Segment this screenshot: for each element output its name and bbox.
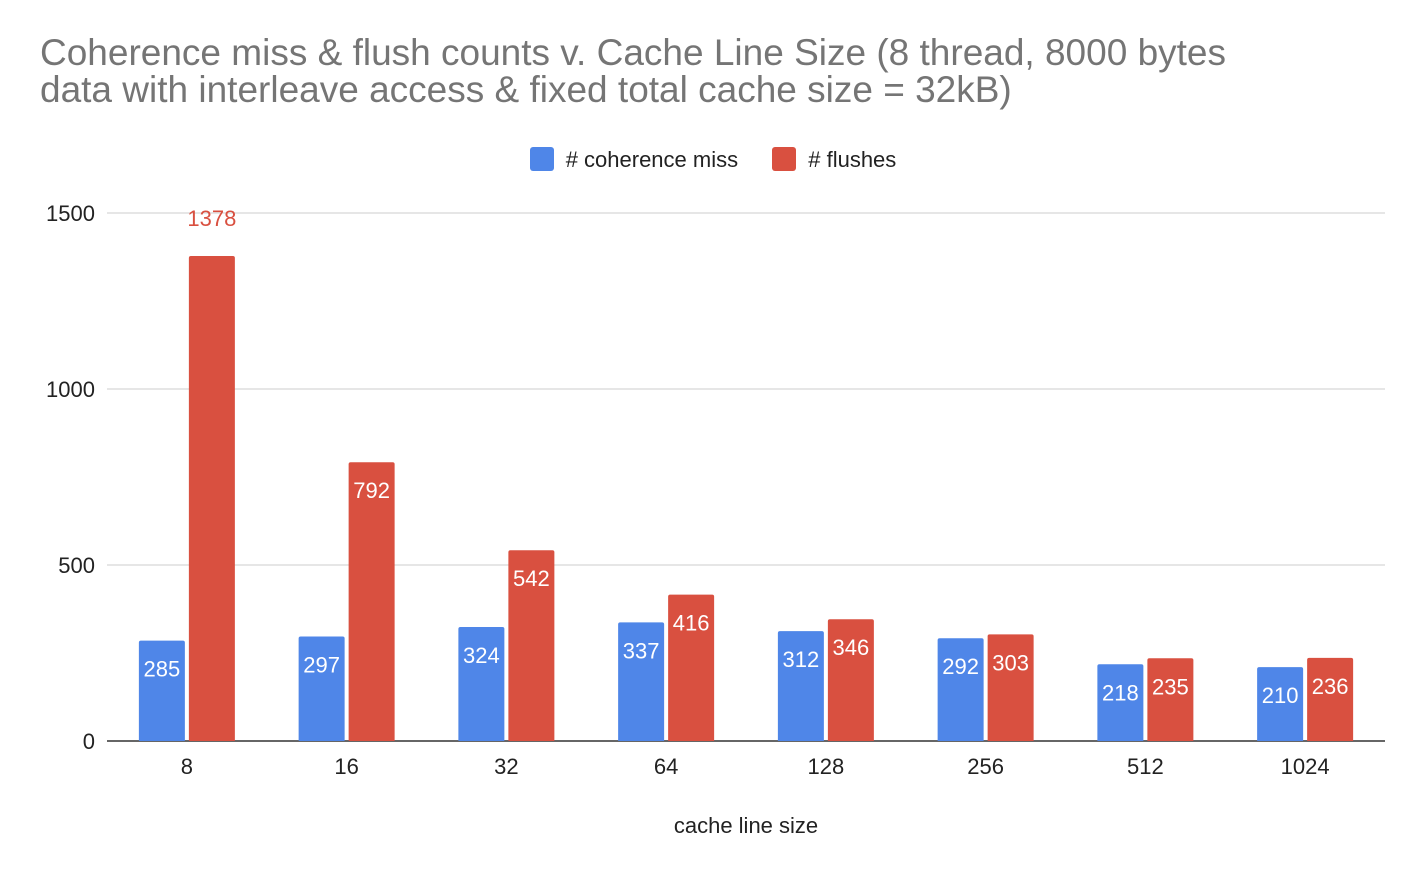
legend-item-coherence-miss[interactable]: # coherence miss [529, 147, 739, 173]
data-label: 792 [353, 478, 390, 503]
data-label: 346 [833, 635, 870, 660]
data-label: 235 [1152, 674, 1189, 699]
legend-label-flushes: # flushes [808, 147, 897, 173]
legend-item-flushes[interactable]: # flushes [772, 147, 896, 173]
data-label: 1378 [187, 206, 236, 231]
y-tick-label: 500 [58, 553, 95, 578]
x-tick-label: 32 [494, 754, 518, 779]
x-tick-label: 16 [334, 754, 358, 779]
bar [348, 462, 395, 741]
label-layer: 285 1378 8 297 792 16 324 542 32 337 416 64 312 346 12… [144, 206, 1349, 779]
bar [1097, 664, 1144, 741]
bar [618, 622, 665, 741]
bar [827, 619, 874, 741]
x-tick-label: 128 [808, 754, 845, 779]
bar [188, 255, 235, 741]
legend-label-coherence-miss: # coherence miss [565, 147, 739, 173]
data-label: 542 [513, 566, 550, 591]
bar [298, 636, 345, 741]
data-label: 297 [303, 652, 340, 677]
chart-title-line-2: data with interleave access & fixed tota… [40, 69, 1012, 110]
data-label: 312 [783, 647, 820, 672]
x-tick-label: 8 [181, 754, 193, 779]
bar [987, 634, 1034, 741]
data-label: 416 [673, 611, 710, 636]
data-label: 303 [992, 650, 1029, 675]
y-tick-label: 1000 [46, 377, 95, 402]
x-tick-label: 64 [654, 754, 678, 779]
chart-title-line-1: Coherence miss & flush counts v. Cache L… [40, 32, 1227, 73]
data-label: 292 [942, 654, 979, 679]
bar [1257, 667, 1304, 741]
bar [937, 638, 984, 741]
data-label: 285 [144, 657, 181, 682]
x-axis-title: cache line size [674, 813, 818, 838]
legend-swatch-coherence-miss [529, 147, 554, 172]
bar [1147, 658, 1194, 741]
bar [1307, 657, 1354, 741]
bar [138, 640, 185, 741]
bar [668, 594, 715, 741]
bar [508, 550, 555, 741]
data-label: 218 [1102, 680, 1139, 705]
legend-swatch-flushes [772, 147, 797, 172]
data-label: 337 [623, 638, 660, 663]
bar-layer [138, 255, 1354, 741]
data-label: 236 [1312, 674, 1349, 699]
chart-legend: # coherence miss # flushes [0, 146, 1426, 173]
y-tick-label: 0 [83, 729, 95, 754]
x-tick-label: 1024 [1281, 754, 1330, 779]
x-tick-label: 512 [1127, 754, 1164, 779]
chart-title: Coherence miss & flush counts v. Cache L… [40, 34, 1380, 108]
y-tick-label: 1500 [46, 201, 95, 226]
x-tick-label: 256 [967, 754, 1004, 779]
bar [458, 626, 505, 741]
data-label: 210 [1262, 683, 1299, 708]
data-label: 324 [463, 643, 500, 668]
bar [777, 631, 824, 741]
